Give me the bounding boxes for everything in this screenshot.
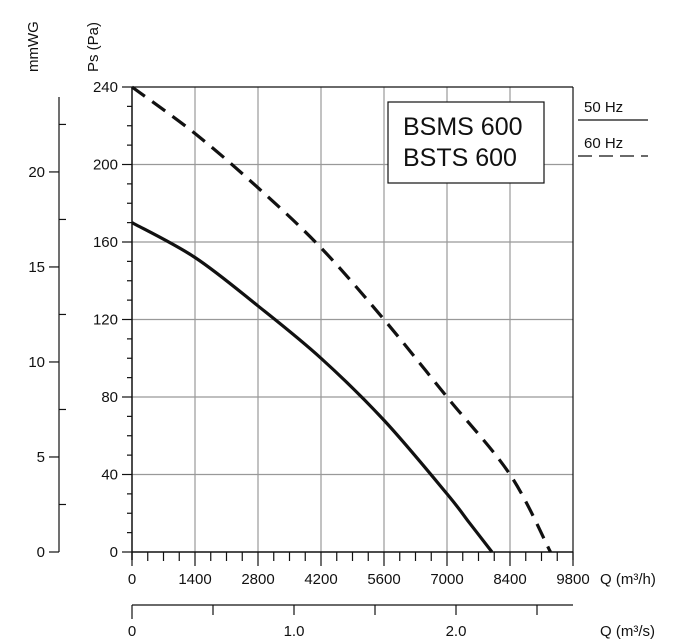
x2-tick-label: 0 — [128, 623, 136, 640]
y2-tick-label: 0 — [37, 544, 45, 561]
x-tick-label: 1400 — [178, 571, 211, 588]
x-tick-label: 9800 — [556, 571, 589, 588]
y-tick-label: 240 — [93, 79, 118, 96]
x-tick-label: 5600 — [367, 571, 400, 588]
x-tick-label: 2800 — [241, 571, 274, 588]
x2-axis-label: Q (m³/s) — [600, 623, 655, 640]
model-box — [387, 101, 545, 184]
y2-tick-label: 5 — [37, 449, 45, 466]
y2-axis-label: mmWG — [25, 21, 42, 72]
legend-60hz-label: 60 Hz — [584, 135, 623, 152]
x-axis-label: Q (m³/h) — [600, 571, 656, 588]
model-name-2: BSTS 600 — [403, 144, 517, 172]
y-axis-label: Ps (Pa) — [85, 22, 102, 72]
y-tick-label: 80 — [101, 389, 118, 406]
x-tick-label: 4200 — [304, 571, 337, 588]
curve-60hz — [131, 85, 552, 553]
y2-tick-label: 20 — [28, 164, 45, 181]
y2-tick-label: 15 — [28, 259, 45, 276]
curve-50hz — [131, 221, 494, 553]
x-tick-label: 7000 — [430, 571, 463, 588]
y-tick-label: 120 — [93, 312, 118, 329]
y-tick-label: 160 — [93, 234, 118, 251]
legend-50hz-label: 50 Hz — [584, 99, 623, 116]
labels: mmWG Ps (Pa) Q (m³/h) Q (m³/s) BSMS 600 … — [25, 21, 656, 640]
y2-tick-label: 10 — [28, 354, 45, 371]
model-name-1: BSMS 600 — [403, 113, 523, 141]
y-tick-label: 200 — [93, 157, 118, 174]
y-tick-label: 0 — [110, 544, 118, 561]
curves — [131, 85, 552, 553]
x-tick-label: 8400 — [493, 571, 526, 588]
x2-tick-label: 2.0 — [446, 623, 467, 640]
x2-tick-label: 1.0 — [284, 623, 305, 640]
y-tick-label: 40 — [101, 467, 118, 484]
x-tick-label: 0 — [128, 571, 136, 588]
